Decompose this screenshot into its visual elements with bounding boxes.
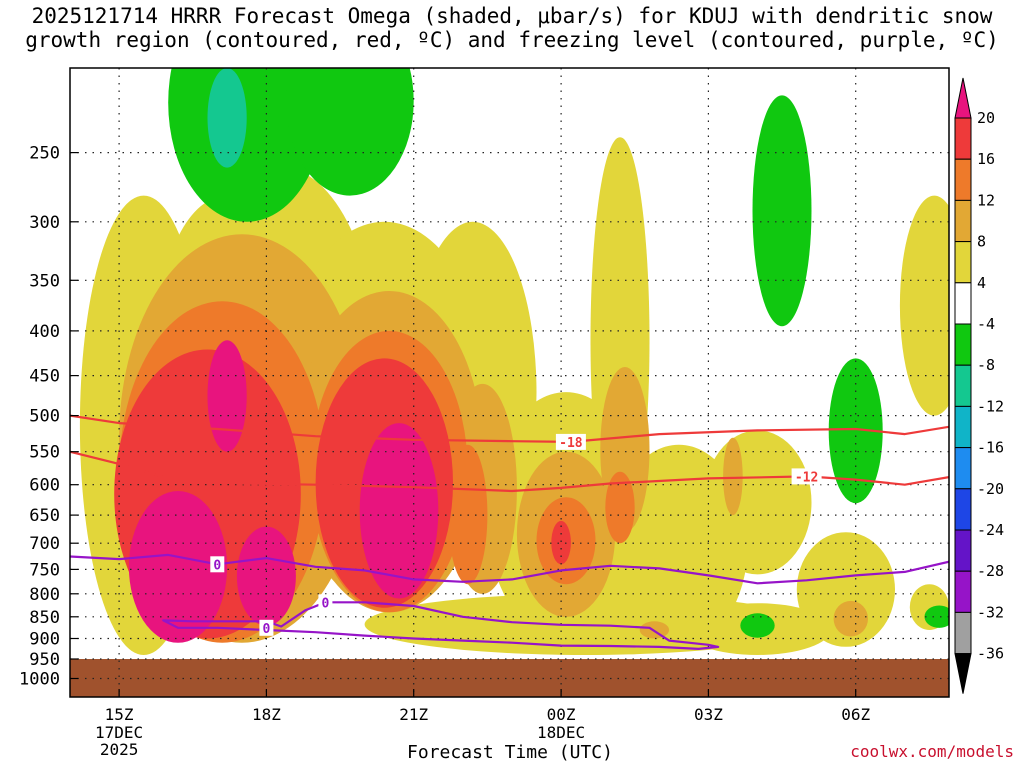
colorbar-label-4: 4 [977, 274, 986, 292]
omega-region-4-0 [128, 491, 228, 643]
contour-label-dgz-minus12-0: -12 [795, 470, 818, 485]
x-axis-label: Forecast Time (UTC) [407, 742, 613, 763]
colorbar-label-7: -12 [977, 397, 1004, 415]
contour-dgz-minus12 [70, 450, 949, 493]
y-tick-label-500: 500 [29, 407, 60, 427]
x-tick-label-00Z-1: 18DEC [537, 723, 585, 742]
colorbar-swatch-10 [954, 488, 972, 531]
omega-region-3-2 [551, 520, 571, 565]
colorbar-label-1: 16 [977, 150, 995, 168]
omega-region-0-10 [899, 195, 949, 416]
colorbar-swatch-3 [954, 199, 972, 243]
colorbar-label-8: -16 [977, 439, 1004, 457]
contour-label-fzl-lower-0: 0 [321, 596, 329, 611]
colorbar-swatch-1 [954, 117, 972, 160]
title-line-2: growth region (contoured, red, ºC) and f… [25, 28, 999, 52]
omega-region-5-3 [828, 358, 883, 504]
y-tick-label-900: 900 [29, 630, 60, 650]
colorbar-arrow-top [954, 77, 972, 119]
colorbar-label-5: -4 [977, 315, 995, 333]
colorbar-label-2: 12 [977, 191, 995, 209]
x-tick-label-15Z-2: 2025 [100, 740, 139, 759]
colorbar-label-6: -8 [977, 356, 995, 374]
y-tick-label-750: 750 [29, 560, 60, 580]
x-tick-label-00Z-0: 00Z [547, 705, 576, 724]
omega-region-5-1 [286, 68, 414, 196]
colorbar-label-11: -28 [977, 562, 1004, 580]
omega-region-1-5 [723, 437, 743, 516]
colorbar-swatch-6 [954, 323, 972, 366]
contour-label-bg-fzl-lower-0 [318, 594, 333, 611]
colorbar-swatch-2 [954, 158, 972, 201]
y-tick-label-850: 850 [29, 608, 60, 628]
y-tick-label-700: 700 [29, 534, 60, 554]
title-line-1: 2025121714 HRRR Forecast Omega (shaded, … [31, 4, 993, 28]
y-tick-label-400: 400 [29, 322, 60, 342]
colorbar-arrow-bottom [954, 653, 972, 694]
y-tick-label-600: 600 [29, 476, 60, 496]
omega-region-5-0 [168, 68, 326, 222]
colorbar-label-10: -24 [977, 521, 1004, 539]
colorbar-label-3: 8 [977, 233, 986, 251]
omega-region-1-6 [833, 600, 868, 637]
x-tick-label-06Z-0: 06Z [841, 705, 870, 724]
contour-label-bg-fzl-lower-1 [259, 619, 274, 636]
ground-layer [70, 659, 949, 697]
omega-region-6-0 [207, 68, 247, 168]
x-tick-label-18Z-0: 18Z [252, 705, 281, 724]
plot-frame [69, 67, 950, 698]
y-tick-label-1000: 1000 [19, 670, 60, 690]
colorbar-swatch-9 [954, 447, 972, 490]
colorbar-swatch-5 [954, 282, 972, 325]
omega-region-0-8 [703, 430, 812, 575]
contour-label-bg-fzl-upper-0 [210, 556, 225, 573]
colorbar-swatch-11 [954, 529, 972, 572]
omega-region-5-5 [924, 605, 949, 628]
omega-region-4-2 [207, 340, 247, 452]
y-tick-label-550: 550 [29, 443, 60, 463]
chart-title: 2025121714 HRRR Forecast Omega (shaded, … [0, 4, 1024, 52]
y-tick-label-950: 950 [29, 650, 60, 670]
colorbar: 20 16 12 8 4 -4 -8 -12 -16 -20 -24 -28 -32 -36 [954, 77, 1004, 694]
contour-fzl-lower [162, 601, 720, 650]
omega-region-4-3 [359, 423, 439, 599]
y-tick-label-650: 650 [29, 506, 60, 526]
y-tick-label-450: 450 [29, 367, 60, 387]
y-tick-label-250: 250 [29, 144, 60, 164]
x-tick-label-03Z-0: 03Z [694, 705, 723, 724]
colorbar-swatch-4 [954, 241, 972, 284]
contour-label-fzl-upper-0: 0 [213, 558, 221, 573]
y-axis: 2503003504004505005506006507007508008509… [19, 144, 78, 690]
contour-label-dgz-minus18-0: -18 [559, 436, 583, 451]
omega-region-5-2 [752, 95, 812, 327]
contour-label-fzl-lower-1: 0 [262, 622, 270, 637]
contour-label-bg-dgz-minus18-0 [555, 433, 586, 450]
omega-region-2-4 [605, 471, 635, 544]
colorbar-label-9: -20 [977, 480, 1004, 498]
colorbar-label-12: -32 [977, 603, 1004, 621]
colorbar-swatch-13 [954, 611, 972, 655]
colorbar-label-0: 20 [977, 109, 995, 127]
colorbar-swatch-8 [954, 405, 972, 449]
x-tick-label-15Z-0: 15Z [105, 705, 134, 724]
credit-text: coolwx.com/models [850, 742, 1014, 761]
ground-fill [70, 659, 949, 697]
y-tick-label-800: 800 [29, 585, 60, 605]
contour-label-bg-dgz-minus12-0 [791, 468, 822, 485]
colorbar-swatch-12 [954, 570, 972, 613]
contour-dgz-minus18 [70, 414, 949, 443]
x-tick-label-15Z-1: 17DEC [95, 723, 143, 742]
x-tick-label-21Z-0: 21Z [399, 705, 428, 724]
colorbar-label-13: -36 [977, 645, 1004, 663]
y-tick-label-300: 300 [29, 213, 60, 233]
omega-region-5-4 [740, 613, 775, 638]
omega-region-4-1 [236, 526, 296, 626]
y-tick-label-350: 350 [29, 271, 60, 291]
colorbar-swatch-7 [954, 364, 972, 407]
contour-lines: -18 -12 0 0 0 [70, 414, 949, 650]
